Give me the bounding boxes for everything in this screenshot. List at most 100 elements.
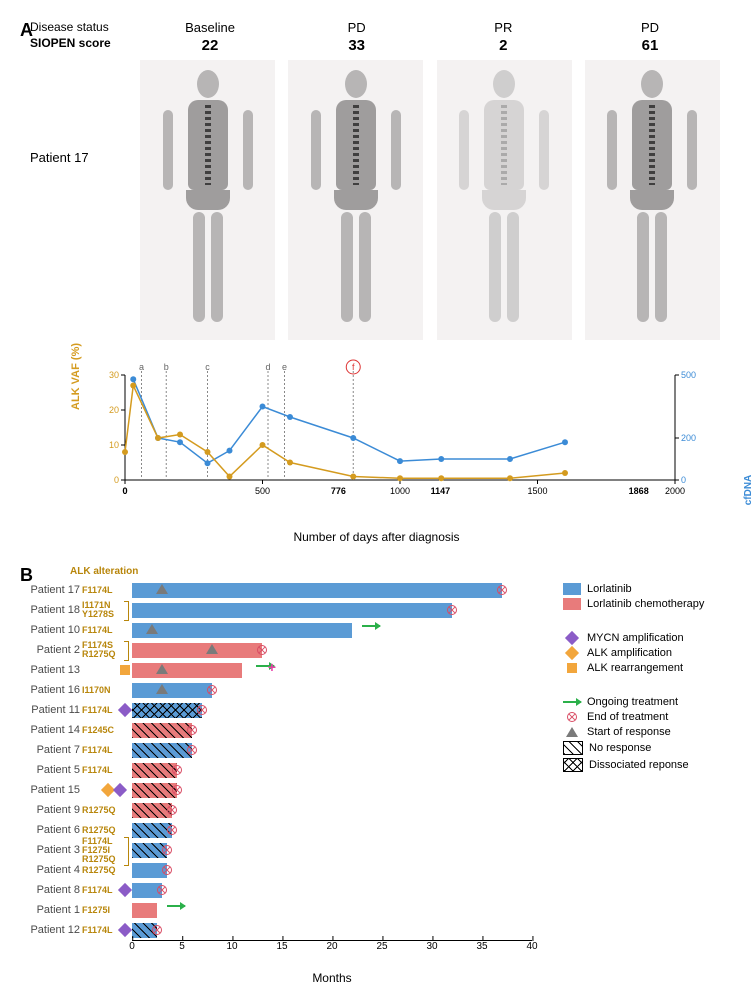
swimmer-row: Patient 14F1245C bbox=[120, 720, 520, 740]
legend-item: ALK amplification bbox=[563, 647, 743, 659]
end-of-treatment-icon bbox=[497, 585, 507, 595]
swimmer-row: Patient 13+ bbox=[120, 660, 520, 680]
patient-id: Patient 14 bbox=[20, 724, 80, 736]
scan-image bbox=[140, 60, 275, 340]
pre-marker bbox=[120, 705, 130, 715]
swimmer-bar bbox=[132, 643, 262, 658]
siopen-score: 33 bbox=[287, 37, 427, 54]
end-of-treatment-icon bbox=[197, 705, 207, 715]
legend-item: ALK rearrangement bbox=[563, 662, 743, 674]
mutation-label: F1245C bbox=[82, 726, 127, 735]
legend: LorlatinibLorlatinib chemotherapyMYCN am… bbox=[563, 580, 743, 775]
x-tick: 40 bbox=[526, 941, 537, 952]
svg-text:2000: 2000 bbox=[665, 486, 685, 496]
x-tick: 15 bbox=[276, 941, 287, 952]
end-of-treatment-icon bbox=[257, 645, 267, 655]
x-tick: 20 bbox=[326, 941, 337, 952]
end-of-treatment-icon bbox=[187, 745, 197, 755]
patient-id: Patient 13 bbox=[20, 664, 80, 676]
end-of-treatment-icon bbox=[162, 845, 172, 855]
end-of-treatment-icon bbox=[172, 785, 182, 795]
swimmer-row: Patient 5F1174L bbox=[120, 760, 520, 780]
mutation-label: F1275I bbox=[82, 906, 127, 915]
patient-id: Patient 6 bbox=[20, 824, 80, 836]
end-of-treatment-icon bbox=[167, 825, 177, 835]
swimmer-bar bbox=[132, 883, 162, 898]
end-of-treatment-icon bbox=[447, 605, 457, 615]
legend-label: Lorlatinib chemotherapy bbox=[587, 598, 704, 610]
swimmer-row: Patient 1F1275I bbox=[120, 900, 520, 920]
disease-status: PD bbox=[287, 20, 427, 35]
legend-item: Lorlatinib chemotherapy bbox=[563, 598, 743, 610]
mutation-label: F1174L bbox=[82, 586, 127, 595]
y2-axis-label: cfDNA concentration (ng/ml) bbox=[743, 445, 753, 535]
legend-item: Dissociated reponse bbox=[563, 758, 743, 772]
response-start-icon bbox=[146, 624, 158, 634]
end-of-treatment-icon bbox=[167, 805, 177, 815]
svg-text:c: c bbox=[205, 362, 210, 372]
patient-label: Patient 17 bbox=[30, 150, 89, 165]
swimmer-bar bbox=[132, 923, 157, 938]
x-tick: 5 bbox=[179, 941, 185, 952]
patient-id: Patient 16 bbox=[20, 684, 80, 696]
legend-item: Lorlatinib bbox=[563, 583, 743, 595]
swimmer-xaxis: 0510152025303540 bbox=[132, 940, 532, 971]
end-of-treatment-icon bbox=[172, 765, 182, 775]
svg-text:500: 500 bbox=[255, 486, 270, 496]
panel-b-label: B bbox=[20, 565, 33, 586]
response-start-icon bbox=[156, 664, 168, 674]
mutation-label: R1275Q bbox=[82, 826, 127, 835]
siopen-score: 22 bbox=[140, 37, 280, 54]
pre-marker bbox=[103, 785, 125, 795]
patient-id: Patient 18 bbox=[20, 604, 80, 616]
mutation-label: F1174SR1275Q bbox=[82, 641, 127, 659]
svg-text:0: 0 bbox=[114, 475, 119, 485]
legend-label: Ongoing treatment bbox=[587, 696, 678, 708]
swimmer-row: Patient 2F1174SR1275Q bbox=[120, 640, 520, 660]
end-of-treatment-icon bbox=[207, 685, 217, 695]
swimmer-row: Patient 8F1174L bbox=[120, 880, 520, 900]
line-chart: 0102030020050005001000150020000776114718… bbox=[95, 355, 705, 515]
svg-text:a: a bbox=[139, 362, 144, 372]
response-start-icon bbox=[156, 684, 168, 694]
legend-item: Start of response bbox=[563, 726, 743, 738]
swimmer-row: Patient 3F1174LF1275IR1275Q bbox=[120, 840, 520, 860]
legend-label: End of treatment bbox=[587, 711, 668, 723]
mutation-label: F1174L bbox=[82, 746, 127, 755]
swimmer-bar bbox=[132, 683, 212, 698]
legend-label: ALK rearrangement bbox=[587, 662, 683, 674]
patient-id: Patient 3 bbox=[20, 844, 80, 856]
mutation-label: F1174L bbox=[82, 626, 127, 635]
panel-b: B ALK alteration Patient 17F1174LPatient… bbox=[20, 580, 733, 985]
end-of-treatment-icon bbox=[157, 885, 167, 895]
svg-text:20: 20 bbox=[109, 405, 119, 415]
swimmer-row: Patient 17F1174L bbox=[120, 580, 520, 600]
mutation-label: F1174L bbox=[82, 766, 127, 775]
svg-text:500: 500 bbox=[681, 370, 696, 380]
swimmer-row: Patient 10F1174L bbox=[120, 620, 520, 640]
response-start-icon bbox=[206, 644, 218, 654]
swimmer-row: Patient 6R1275Q bbox=[120, 820, 520, 840]
svg-text:1000: 1000 bbox=[390, 486, 410, 496]
swimmer-plot: Patient 17F1174LPatient 18I1171NY1278SPa… bbox=[120, 580, 520, 940]
patient-id: Patient 15 bbox=[20, 784, 80, 796]
swimmer-bar bbox=[132, 743, 192, 758]
scan-image bbox=[288, 60, 423, 340]
panel-a: A Disease status SIOPEN score Patient 17… bbox=[20, 20, 733, 550]
svg-text:b: b bbox=[164, 362, 169, 372]
pre-marker bbox=[120, 885, 130, 895]
swimmer-bar bbox=[132, 823, 172, 838]
scan-headers: Baseline 22PD 33PR 2PD 61 bbox=[140, 20, 720, 54]
patient-id: Patient 7 bbox=[20, 744, 80, 756]
y1-axis-label: ALK VAF (%) bbox=[70, 343, 82, 410]
ongoing-icon bbox=[167, 905, 177, 915]
swimmer-bar bbox=[132, 863, 167, 878]
scan-image bbox=[437, 60, 572, 340]
swimmer-row: Patient 16I1170N bbox=[120, 680, 520, 700]
siopen-score: 61 bbox=[580, 37, 720, 54]
response-start-icon bbox=[156, 584, 168, 594]
svg-text:1868: 1868 bbox=[629, 486, 649, 496]
swimmer-bar bbox=[132, 803, 172, 818]
patient-id: Patient 8 bbox=[20, 884, 80, 896]
svg-text:776: 776 bbox=[331, 486, 346, 496]
